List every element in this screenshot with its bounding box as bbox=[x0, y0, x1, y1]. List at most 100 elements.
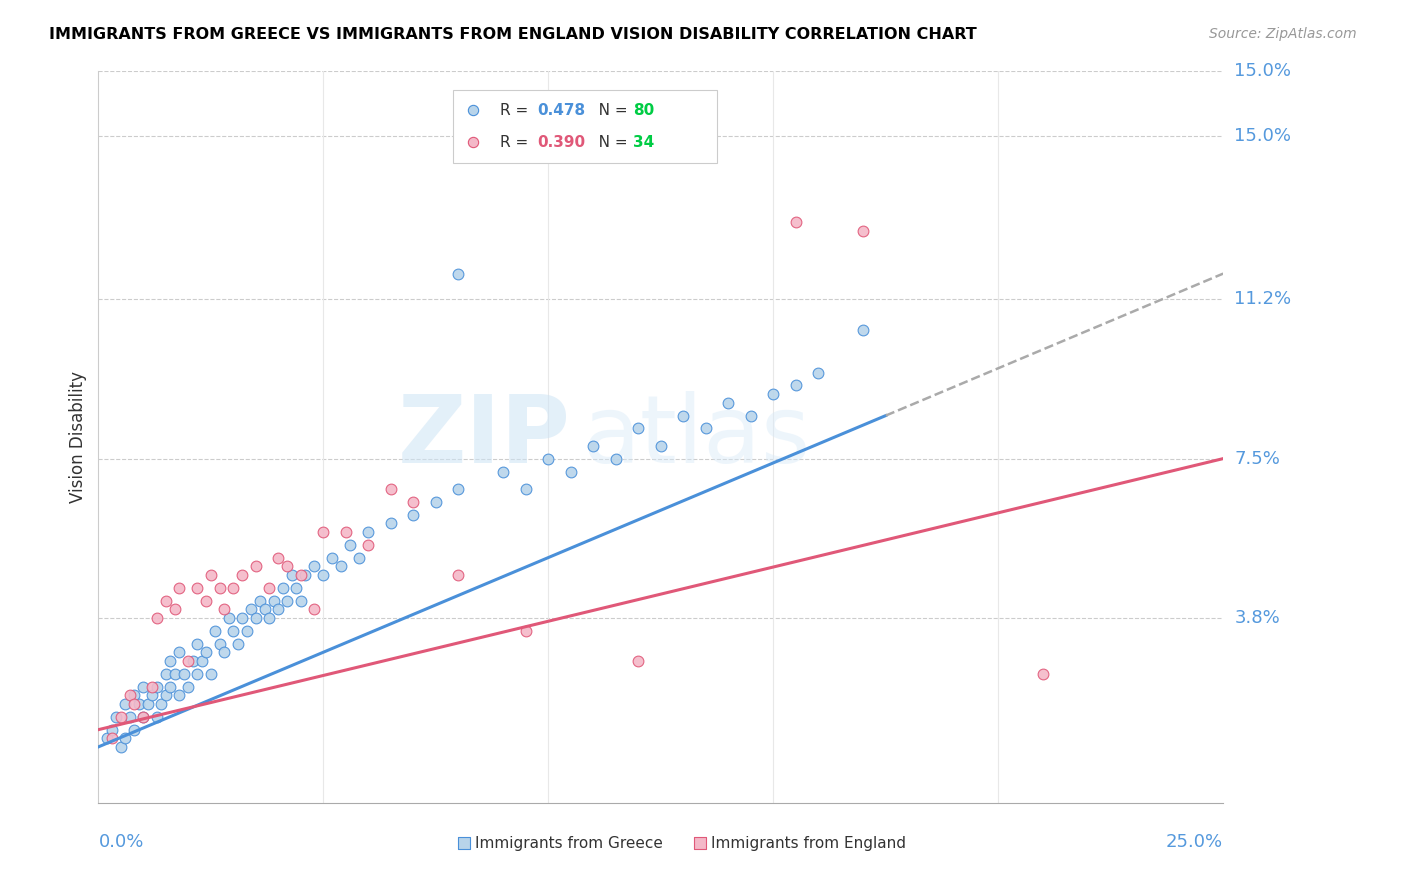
Point bbox=[402, 508, 425, 522]
Point bbox=[807, 366, 830, 380]
Point bbox=[124, 688, 146, 702]
Point bbox=[650, 439, 672, 453]
Point bbox=[240, 602, 263, 616]
Point bbox=[267, 602, 290, 616]
Point bbox=[173, 666, 195, 681]
Point bbox=[357, 524, 380, 539]
Point bbox=[222, 624, 245, 638]
Point bbox=[349, 550, 371, 565]
Point bbox=[141, 688, 163, 702]
Point bbox=[281, 567, 304, 582]
Point bbox=[231, 567, 253, 582]
Point bbox=[785, 378, 807, 392]
Point bbox=[163, 602, 186, 616]
Point bbox=[321, 550, 343, 565]
Point bbox=[169, 581, 191, 595]
Point bbox=[177, 654, 200, 668]
Point bbox=[169, 688, 191, 702]
Point bbox=[537, 451, 560, 466]
Point bbox=[447, 567, 470, 582]
Point bbox=[402, 494, 425, 508]
Point bbox=[204, 624, 226, 638]
Point bbox=[245, 559, 267, 574]
Point bbox=[186, 581, 208, 595]
Point bbox=[186, 637, 208, 651]
Text: 0.390: 0.390 bbox=[537, 135, 585, 150]
Point bbox=[339, 538, 361, 552]
Text: N =: N = bbox=[585, 103, 633, 118]
Point bbox=[200, 567, 222, 582]
Point bbox=[191, 654, 214, 668]
Text: Immigrants from England: Immigrants from England bbox=[711, 836, 907, 851]
Text: 7.5%: 7.5% bbox=[1234, 450, 1281, 467]
Point bbox=[294, 567, 316, 582]
Point bbox=[560, 465, 582, 479]
Point bbox=[155, 688, 177, 702]
Text: atlas: atlas bbox=[582, 391, 810, 483]
Y-axis label: Vision Disability: Vision Disability bbox=[69, 371, 87, 503]
Point bbox=[253, 602, 276, 616]
Point bbox=[852, 322, 875, 336]
Point bbox=[276, 593, 298, 607]
Point bbox=[672, 409, 695, 423]
FancyBboxPatch shape bbox=[453, 90, 717, 163]
Text: 80: 80 bbox=[633, 103, 654, 118]
Point bbox=[271, 581, 294, 595]
Point bbox=[852, 223, 875, 237]
Point bbox=[276, 559, 298, 574]
Point bbox=[627, 421, 650, 435]
Text: Source: ZipAtlas.com: Source: ZipAtlas.com bbox=[1209, 27, 1357, 41]
Point bbox=[785, 215, 807, 229]
Point bbox=[146, 710, 169, 724]
Text: 25.0%: 25.0% bbox=[1166, 833, 1223, 851]
Point bbox=[159, 654, 181, 668]
Point bbox=[118, 710, 141, 724]
Point bbox=[263, 593, 285, 607]
Point bbox=[150, 697, 173, 711]
Point bbox=[236, 624, 259, 638]
Point bbox=[146, 680, 169, 694]
Point bbox=[132, 710, 155, 724]
Point bbox=[101, 731, 124, 746]
Point bbox=[231, 611, 253, 625]
Text: ZIP: ZIP bbox=[398, 391, 571, 483]
Text: 3.8%: 3.8% bbox=[1234, 608, 1279, 627]
Point bbox=[181, 654, 204, 668]
Point bbox=[163, 666, 186, 681]
Point bbox=[285, 581, 308, 595]
Point bbox=[740, 409, 762, 423]
Text: R =: R = bbox=[501, 103, 533, 118]
Point bbox=[717, 395, 740, 409]
Point bbox=[110, 710, 132, 724]
Point bbox=[200, 666, 222, 681]
Point bbox=[214, 602, 236, 616]
Point bbox=[136, 697, 159, 711]
Point bbox=[214, 645, 236, 659]
Point bbox=[177, 680, 200, 694]
Point bbox=[124, 723, 146, 737]
Point bbox=[245, 611, 267, 625]
Point bbox=[312, 524, 335, 539]
Point bbox=[259, 611, 281, 625]
Text: 34: 34 bbox=[633, 135, 654, 150]
Text: IMMIGRANTS FROM GREECE VS IMMIGRANTS FROM ENGLAND VISION DISABILITY CORRELATION : IMMIGRANTS FROM GREECE VS IMMIGRANTS FRO… bbox=[49, 27, 977, 42]
Point bbox=[447, 267, 470, 281]
Text: 15.0%: 15.0% bbox=[1234, 62, 1291, 80]
Point bbox=[267, 550, 290, 565]
Point bbox=[695, 421, 717, 435]
Point bbox=[249, 593, 271, 607]
Point bbox=[110, 739, 132, 754]
Text: 0.478: 0.478 bbox=[537, 103, 585, 118]
Point bbox=[605, 451, 627, 466]
Point bbox=[218, 611, 240, 625]
Point bbox=[169, 645, 191, 659]
Point bbox=[118, 688, 141, 702]
Point bbox=[159, 680, 181, 694]
Point bbox=[101, 723, 124, 737]
Point bbox=[304, 559, 326, 574]
Point bbox=[627, 654, 650, 668]
Text: 15.0%: 15.0% bbox=[1234, 127, 1291, 145]
Point bbox=[146, 611, 169, 625]
Point bbox=[105, 710, 128, 724]
Point bbox=[290, 567, 312, 582]
